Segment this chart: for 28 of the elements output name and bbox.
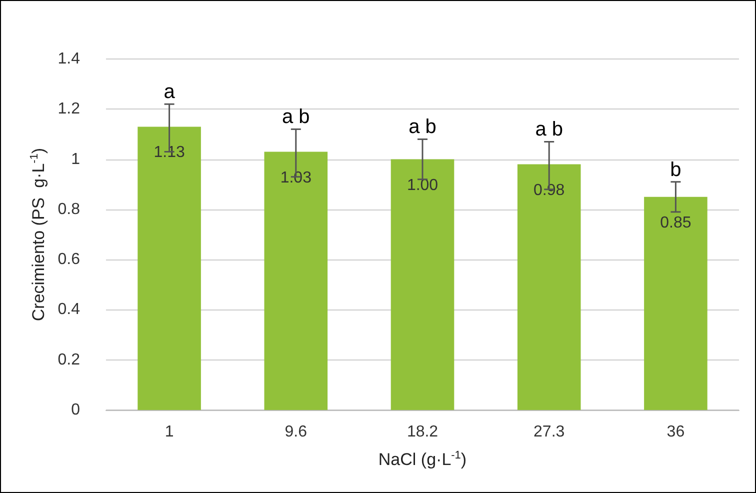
x-tick-label: 36 — [666, 424, 685, 440]
bar — [390, 159, 454, 410]
annotation: b — [670, 158, 682, 181]
data-label: 1.13 — [154, 144, 185, 162]
data-label: 1.03 — [280, 169, 312, 186]
data-label: 1.00 — [406, 176, 438, 194]
annotation: a b — [408, 116, 436, 138]
x-tick-label: 9.6 — [284, 424, 308, 440]
x-tick-label: 1 — [164, 424, 174, 440]
y-tick-label: 0.6 — [58, 251, 80, 268]
bar — [644, 196, 708, 410]
annotation: a — [164, 81, 176, 104]
bar — [264, 152, 328, 410]
y-tick-label: 0.4 — [58, 301, 80, 318]
y-tick-label: 0 — [71, 402, 80, 418]
x-tick-label: 27.3 — [534, 424, 565, 440]
x-tick-label: 18.2 — [406, 424, 438, 440]
annotation: a b — [282, 106, 310, 128]
y-tick-label: 1 — [71, 150, 80, 168]
y-tick-label: 1.2 — [58, 100, 80, 118]
y-tick-label: 0.8 — [58, 200, 80, 218]
y-axis-title: Crecimiento (PS g·L-1) — [28, 148, 48, 322]
annotation: a b — [535, 118, 564, 141]
data-label: 0.85 — [660, 214, 692, 232]
y-tick-label: 0.2 — [58, 351, 80, 368]
bar — [138, 126, 201, 410]
bar — [517, 164, 581, 410]
y-tick-label: 1.4 — [58, 50, 80, 68]
